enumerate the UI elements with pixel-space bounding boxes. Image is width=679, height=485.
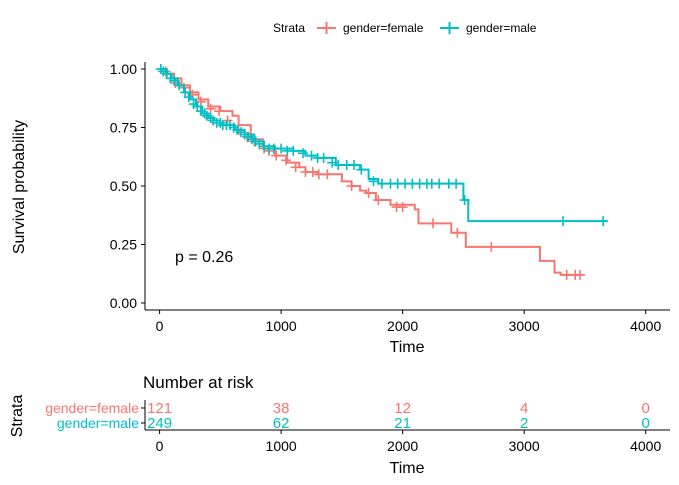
legend-key-female (317, 22, 336, 34)
censor-mark (313, 169, 324, 180)
censor-mark (451, 178, 462, 189)
risk-value: 0 (642, 415, 650, 432)
risk-rows: gender=female 121 38 12 4 0 gender=male 249 62 21… (45, 400, 650, 432)
survival-plot: 0.00 0.25 0.50 0.75 1.00 0 1000 2000 3000 4000 p… (11, 61, 670, 356)
risk-value: 2 (520, 415, 528, 432)
x-tick-label: 1000 (266, 318, 297, 334)
legend-title: Strata (273, 21, 305, 35)
y-tick-label: 0.50 (110, 178, 137, 194)
p-value-annotation: p = 0.26 (175, 249, 233, 266)
censor-mark (276, 143, 287, 154)
y-axis-label: Survival probability (11, 120, 28, 254)
censor-mark (271, 150, 282, 161)
y-tick-label: 0.25 (110, 236, 137, 252)
censor-mark (174, 80, 185, 91)
x-tick-label: 2000 (387, 318, 418, 334)
curve-female (159, 68, 583, 276)
censor-mark (306, 150, 317, 161)
risk-value: 21 (394, 415, 411, 432)
x-tick-label: 3000 (509, 318, 540, 334)
censor-mark (322, 169, 333, 180)
censor-mark (373, 195, 384, 206)
censor-mark (254, 138, 265, 149)
legend: Strata gender=female gender=male (273, 21, 537, 35)
risk-value: 121 (147, 400, 172, 417)
censor-mark (155, 64, 166, 75)
censor-mark (397, 202, 408, 213)
x-axis-label: Time (390, 339, 425, 356)
censor-mark (222, 115, 233, 126)
risk-value: 4 (520, 400, 528, 417)
y-tick-label: 0.00 (110, 295, 137, 311)
risk-table-title: Number at risk (143, 373, 254, 392)
x-tick-label: 0 (156, 318, 164, 334)
censor-mark (259, 141, 270, 152)
risk-x-axis-label: Time (390, 460, 425, 477)
risk-x-tick-label: 1000 (266, 438, 297, 454)
censor-mark (318, 152, 329, 163)
censor-marks-male (155, 64, 609, 227)
risk-y-axis-label: Strata (9, 395, 26, 438)
censor-mark (333, 159, 344, 170)
censor-mark (598, 216, 609, 227)
censor-mark (575, 269, 586, 280)
censor-mark (297, 148, 308, 159)
risk-row-label: gender=male (57, 415, 139, 431)
censor-mark (215, 117, 226, 128)
censor-mark (452, 227, 463, 238)
risk-x-tick-label: 4000 (630, 438, 661, 454)
risk-value: 38 (273, 400, 290, 417)
x-tick-label: 4000 (630, 318, 661, 334)
censor-mark (368, 176, 379, 187)
censor-mark (199, 108, 210, 119)
censor-mark (183, 92, 194, 103)
censor-mark (280, 155, 291, 166)
risk-x-tick-label: 3000 (509, 438, 540, 454)
censor-mark (288, 145, 299, 156)
risk-x-tick-label: 0 (156, 438, 164, 454)
risk-value: 62 (273, 415, 290, 432)
censor-mark (169, 75, 180, 86)
legend-key-male (440, 22, 459, 34)
censor-mark (558, 216, 569, 227)
risk-value: 249 (147, 415, 172, 432)
x-ticks: 0 1000 2000 3000 4000 (156, 310, 661, 334)
censor-mark (205, 103, 216, 114)
survival-curves (155, 64, 609, 280)
legend-label-male: gender=male (466, 21, 537, 35)
censor-mark (376, 178, 387, 189)
risk-row-label: gender=female (45, 400, 139, 416)
y-ticks: 0.00 0.25 0.50 0.75 1.00 (110, 61, 145, 311)
risk-value: 0 (642, 400, 650, 417)
risk-x-tick-label: 2000 (387, 438, 418, 454)
censor-mark (356, 164, 367, 175)
censor-mark (561, 269, 572, 280)
censor-mark (349, 159, 360, 170)
censor-mark (327, 157, 338, 168)
censor-mark (205, 113, 216, 124)
censor-marks-female (160, 66, 586, 280)
censor-mark (459, 195, 470, 206)
legend-label-female: gender=female (343, 21, 424, 35)
risk-table: Number at risk gender=female 121 38 12 4 0gen… (9, 373, 670, 477)
censor-mark (307, 166, 318, 177)
censor-mark (434, 178, 445, 189)
y-tick-label: 1.00 (110, 61, 137, 77)
curve-male (159, 68, 607, 223)
censor-mark (363, 188, 374, 199)
risk-x-ticks: 0 1000 2000 3000 4000 (156, 430, 661, 454)
risk-value: 12 (394, 400, 411, 417)
censor-mark (428, 218, 439, 229)
y-tick-label: 0.75 (110, 120, 137, 136)
censor-mark (486, 241, 497, 252)
censor-mark (290, 162, 301, 173)
censor-mark (214, 106, 225, 117)
censor-mark (346, 181, 357, 191)
